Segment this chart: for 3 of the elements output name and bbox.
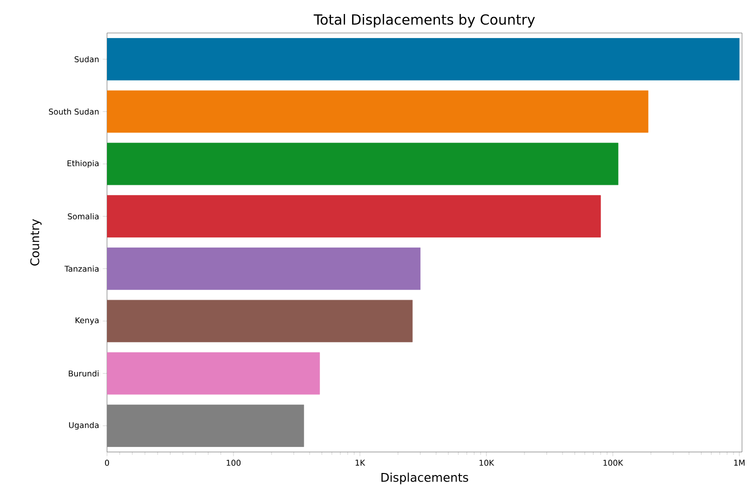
- y-axis-title: Country: [30, 219, 42, 266]
- chart-title: Total Displacements by Country: [314, 14, 535, 28]
- x-axis-title: Displacements: [381, 472, 468, 484]
